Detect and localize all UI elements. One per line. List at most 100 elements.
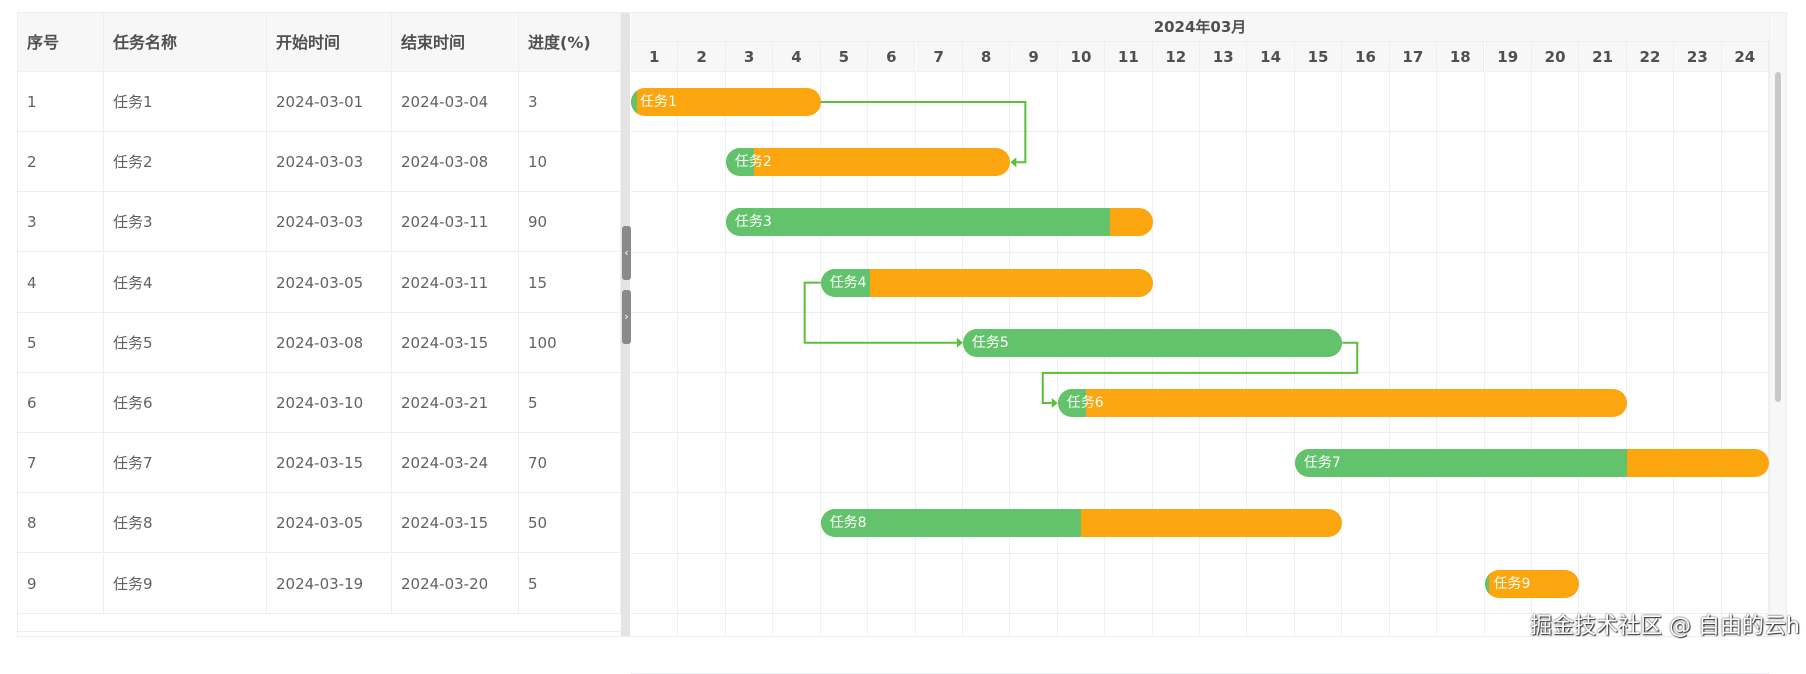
cell-end: 2024-03-11 bbox=[392, 192, 519, 253]
cell-end: 2024-03-21 bbox=[392, 373, 519, 433]
column-header[interactable]: 开始时间 bbox=[267, 13, 392, 72]
task-bar[interactable]: 任务1 bbox=[631, 88, 821, 116]
column-header[interactable]: 结束时间 bbox=[392, 13, 519, 72]
row-line bbox=[631, 251, 1769, 253]
cell-start: 2024-03-05 bbox=[267, 493, 392, 554]
table-row-partial bbox=[18, 614, 621, 632]
dependency-line[interactable] bbox=[1041, 341, 1359, 404]
arrow-head-icon bbox=[1010, 157, 1017, 168]
progress-fill bbox=[1057, 389, 1087, 417]
cell-id: 1 bbox=[18, 72, 104, 132]
day-header: 10 bbox=[1057, 42, 1106, 72]
cell-end: 2024-03-15 bbox=[392, 493, 519, 554]
progress-fill bbox=[1484, 569, 1490, 598]
dependency-line[interactable] bbox=[820, 101, 1027, 164]
grid-line bbox=[1388, 72, 1390, 636]
day-header: 7 bbox=[915, 42, 963, 72]
day-header: 3 bbox=[725, 42, 774, 72]
arrow-head-icon bbox=[956, 337, 963, 348]
scrollbar-thumb[interactable] bbox=[1775, 72, 1781, 402]
day-header: 21 bbox=[1579, 42, 1627, 72]
task-bar-label: 任务5 bbox=[971, 334, 1009, 351]
cell-end: 2024-03-24 bbox=[392, 433, 519, 494]
cell-name: 任务5 bbox=[104, 312, 267, 373]
column-header[interactable]: 任务名称 bbox=[104, 13, 267, 72]
task-bar[interactable]: 任务3 bbox=[725, 208, 1153, 237]
task-table: 序号 任务名称 开始时间 结束时间 进度(%) 1 任务1 2024-03-01 2024-03… bbox=[18, 13, 621, 636]
grid-line bbox=[1483, 72, 1485, 636]
grid-line bbox=[1720, 72, 1722, 636]
table-row[interactable]: 1 任务1 2024-03-01 2024-03-04 3 bbox=[18, 72, 621, 132]
cell-progress: 3 bbox=[519, 72, 621, 132]
day-header: 19 bbox=[1484, 42, 1532, 72]
day-header: 1 bbox=[631, 42, 679, 72]
chevron-right-icon[interactable]: › bbox=[622, 290, 631, 344]
day-header: 20 bbox=[1531, 42, 1580, 72]
progress-fill bbox=[962, 328, 1343, 357]
arrow-head-icon bbox=[1051, 398, 1058, 408]
row-line bbox=[631, 131, 1769, 133]
cell-name: 任务1 bbox=[104, 72, 267, 132]
table-row[interactable]: 3 任务3 2024-03-03 2024-03-11 90 bbox=[18, 192, 621, 253]
grid-line bbox=[772, 72, 774, 636]
grid-line bbox=[1625, 72, 1627, 636]
grid-line bbox=[1530, 72, 1532, 636]
day-header: 13 bbox=[1200, 42, 1248, 72]
cell-name: 任务6 bbox=[104, 373, 267, 433]
cell-start: 2024-03-05 bbox=[267, 252, 392, 313]
progress-fill bbox=[725, 148, 755, 177]
task-bar[interactable]: 任务4 bbox=[820, 268, 1153, 297]
cell-name: 任务4 bbox=[104, 252, 267, 313]
cell-id: 9 bbox=[18, 553, 104, 614]
vertical-scrollbar[interactable] bbox=[1769, 13, 1786, 636]
row-line bbox=[631, 311, 1769, 313]
dependency-links bbox=[803, 101, 1359, 408]
day-header: 9 bbox=[1010, 42, 1058, 72]
cell-end: 2024-03-11 bbox=[392, 252, 519, 313]
cell-name: 任务9 bbox=[104, 553, 267, 614]
table-row[interactable]: 2 任务2 2024-03-03 2024-03-08 10 bbox=[18, 132, 621, 193]
day-header: 16 bbox=[1342, 42, 1390, 72]
day-header: 12 bbox=[1152, 42, 1200, 72]
column-header[interactable]: 进度(%) bbox=[519, 13, 621, 72]
cell-start: 2024-03-03 bbox=[267, 132, 392, 193]
cell-end: 2024-03-04 bbox=[392, 72, 519, 132]
chevron-left-icon[interactable]: ‹ bbox=[622, 226, 631, 280]
cell-progress: 100 bbox=[519, 312, 621, 373]
task-bar-label: 任务3 bbox=[734, 214, 772, 231]
dependency-line[interactable] bbox=[803, 281, 957, 344]
column-header[interactable]: 序号 bbox=[18, 13, 104, 72]
cell-id: 4 bbox=[18, 252, 104, 313]
cell-id: 3 bbox=[18, 192, 104, 253]
task-bar[interactable]: 任务8 bbox=[820, 509, 1343, 538]
table-row[interactable]: 5 任务5 2024-03-08 2024-03-15 100 bbox=[18, 312, 621, 373]
gantt-chart: 2024年03月 1 2 3 4 5 6 7 8 9 10 11 12 13 14 15 16 17 18 19 20… bbox=[631, 13, 1769, 674]
task-bar-label: 任务7 bbox=[1303, 455, 1341, 472]
row-line bbox=[631, 432, 1769, 434]
cell-start: 2024-03-03 bbox=[267, 192, 392, 253]
grid-line bbox=[1436, 72, 1438, 636]
task-bar-label: 任务4 bbox=[829, 274, 867, 291]
cell-start: 2024-03-15 bbox=[267, 433, 392, 494]
progress-fill bbox=[1294, 449, 1627, 478]
task-bar[interactable]: 任务7 bbox=[1294, 449, 1769, 478]
task-bar[interactable]: 任务2 bbox=[725, 148, 1011, 177]
table-row[interactable]: 4 任务4 2024-03-05 2024-03-11 15 bbox=[18, 252, 621, 313]
table-row[interactable]: 6 任务6 2024-03-10 2024-03-21 5 bbox=[18, 373, 621, 433]
cell-name: 任务2 bbox=[104, 132, 267, 193]
cell-progress: 5 bbox=[519, 553, 621, 614]
month-header: 2024年03月 bbox=[631, 13, 1769, 42]
cell-end: 2024-03-08 bbox=[392, 132, 519, 193]
task-bar[interactable]: 任务6 bbox=[1057, 389, 1627, 417]
table-row[interactable]: 8 任务8 2024-03-05 2024-03-15 50 bbox=[18, 493, 621, 554]
splitter[interactable]: ‹ › bbox=[621, 13, 631, 636]
task-bar[interactable]: 任务9 bbox=[1484, 569, 1580, 598]
day-header: 4 bbox=[773, 42, 821, 72]
cell-id: 8 bbox=[18, 493, 104, 554]
grid-line bbox=[1673, 72, 1675, 636]
task-bar[interactable]: 任务5 bbox=[962, 328, 1343, 357]
row-line bbox=[631, 552, 1769, 554]
table-row[interactable]: 9 任务9 2024-03-19 2024-03-20 5 bbox=[18, 553, 621, 614]
cell-progress: 70 bbox=[519, 433, 621, 494]
table-row[interactable]: 7 任务7 2024-03-15 2024-03-24 70 bbox=[18, 433, 621, 494]
